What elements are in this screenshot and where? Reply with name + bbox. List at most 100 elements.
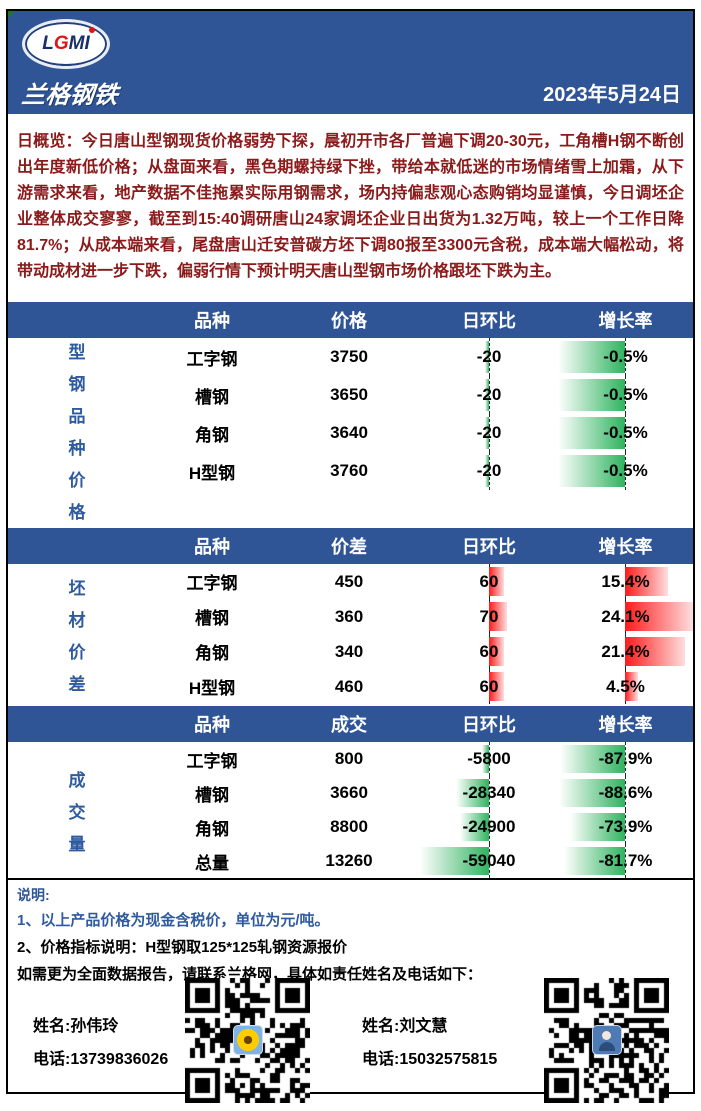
col-header-day-change: 日环比 [462,715,516,735]
product-name-cell: 角钢 [195,819,229,839]
data-bar [460,813,489,841]
data-bar [625,602,693,631]
growth-rate-cell: -0.5% [558,338,693,376]
databar-axis [625,776,626,810]
report-date: 2023年5月24日 [543,84,681,106]
day-change-cell: 60 [420,669,558,704]
value-cell: 3760 [330,461,368,480]
product-name-cell: 角钢 [195,644,229,663]
value-cell: 3640 [330,423,368,442]
table-row: 工字钢 800 -5800 -87.9% [146,742,693,776]
data-bar [485,455,489,487]
section-label-char: 型 [68,343,86,362]
growth-rate-cell: 15.4% [558,564,693,599]
section-label-char: 种 [68,439,86,458]
data-bar [485,417,489,449]
contact-1-phone: 电话:13739836026 [33,1050,169,1068]
data-bar [559,779,625,807]
databar-axis [489,742,490,776]
product-name-cell: 工字钢 [186,574,238,593]
table-row: 角钢 3640 -20 -0.5% [146,414,693,452]
section-label-char: 格 [68,503,86,522]
qr-code-1 [185,977,310,1103]
table-header-row: 品种 价格 日环比 增长率 [8,302,693,338]
value-cell: 460 [334,676,364,696]
growth-rate-cell: -0.5% [558,414,693,452]
bar-value: -0.5% [603,423,648,442]
product-name-cell: 角钢 [195,425,229,445]
value-cell: 8800 [330,817,368,836]
bar-value: -87.9% [598,749,653,768]
sunflower-icon [232,1025,263,1055]
section-label-vertical: 坯材价差 [8,564,146,704]
growth-rate-cell: 4.5% [558,669,693,704]
section-label-char: 钢 [68,375,86,394]
bar-value: -73.9% [598,817,653,836]
table-row: 槽钢 3660 -28340 -88.6% [146,776,693,810]
bar-value: -0.5% [603,461,648,480]
volume-table: 品种 成交 日环比 增长率 成交量 工字钢 800 -5800 -87.9% 槽钢 366… [8,706,693,878]
bar-value: 24.1% [601,606,650,626]
databar-axis [489,844,490,878]
data-bar [482,745,489,773]
table-row: 角钢 8800 -24900 -73.9% [146,810,693,844]
day-change-cell: -24900 [420,810,558,844]
contact-1-name: 姓名:孙伟玲 [33,1017,119,1035]
section-label-char: 量 [68,834,86,854]
databar-axis [489,414,490,452]
col-header-day-change: 日环比 [462,537,516,557]
brand-logo: LGMI 兰格钢铁 [20,19,132,110]
value-cell: 800 [334,749,364,768]
section-label-char: 差 [68,674,86,694]
data-bar [558,379,625,411]
product-name-cell: H型钢 [188,679,236,698]
report-frame: LGMI 兰格钢铁 2023年5月24日 日概览：今日唐山型钢现货价格弱势下探，… [6,9,695,1103]
bar-value: -20 [476,385,502,404]
growth-rate-cell: 24.1% [558,599,693,634]
section-label-char: 坯 [68,578,86,598]
databar-axis [489,810,490,844]
contact-2-name: 姓名:刘文慧 [362,1017,448,1035]
report-header: LGMI 兰格钢铁 2023年5月24日 [8,11,693,114]
data-bar [570,813,625,841]
col-header-product: 品种 [194,715,230,735]
lgmi-logo-icon: LGMI [22,19,110,69]
bar-value: -20 [476,461,502,480]
bar-value: -24900 [462,817,516,836]
value-cell: 450 [334,571,364,591]
day-change-cell: 60 [420,634,558,669]
notes-section: 说明: 1、以上产品价格为现金含税价，单位为元/吨。 2、价格指标说明：H型钢取… [8,878,693,983]
databar-axis [489,338,490,376]
table-row: 槽钢 360 70 24.1% [146,599,693,634]
bar-value: -5800 [467,749,511,768]
databar-axis [489,452,490,490]
note-line-1: 1、以上产品价格为现金含税价，单位为元/吨。 [17,912,330,929]
databar-axis [625,742,626,776]
data-bar [485,379,489,411]
databar-axis [625,810,626,844]
logo-red-dot-icon [89,27,95,33]
day-change-cell: -28340 [420,776,558,810]
section-label-vertical: 型钢品种价格 [8,338,146,523]
growth-rate-cell: -0.5% [558,452,693,490]
contact-2: 姓名:刘文慧 电话:15032575815 [362,1012,534,1069]
data-bar [625,637,685,666]
day-change-cell: 60 [420,564,558,599]
brand-name: 兰格钢铁 [20,82,120,109]
table-row: 槽钢 3650 -20 -0.5% [146,376,693,414]
growth-rate-cell: -87.9% [558,742,693,776]
col-header-product: 品种 [194,311,230,331]
bar-value: 15.4% [601,571,650,591]
bar-value: -88.6% [598,783,653,802]
growth-rate-cell: -81.7% [558,844,693,878]
data-bar [560,745,625,773]
daily-overview-text: 日概览：今日唐山型钢现货价格弱势下探，晨初开市各厂普遍下调20-30元，工角槽H… [17,133,684,280]
corner-marker [8,11,15,18]
col-header-price: 价格 [331,311,367,331]
day-change-cell: -5800 [420,742,558,776]
table-header-row: 品种 价差 日环比 增长率 [8,528,693,564]
value-cell: 13260 [325,851,373,870]
data-bar [489,637,504,666]
col-header-growth-rate: 增长率 [598,715,653,735]
